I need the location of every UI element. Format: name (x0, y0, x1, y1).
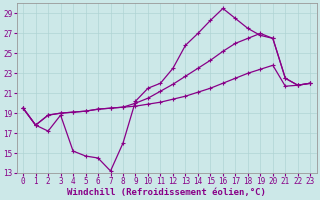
X-axis label: Windchill (Refroidissement éolien,°C): Windchill (Refroidissement éolien,°C) (67, 188, 266, 197)
